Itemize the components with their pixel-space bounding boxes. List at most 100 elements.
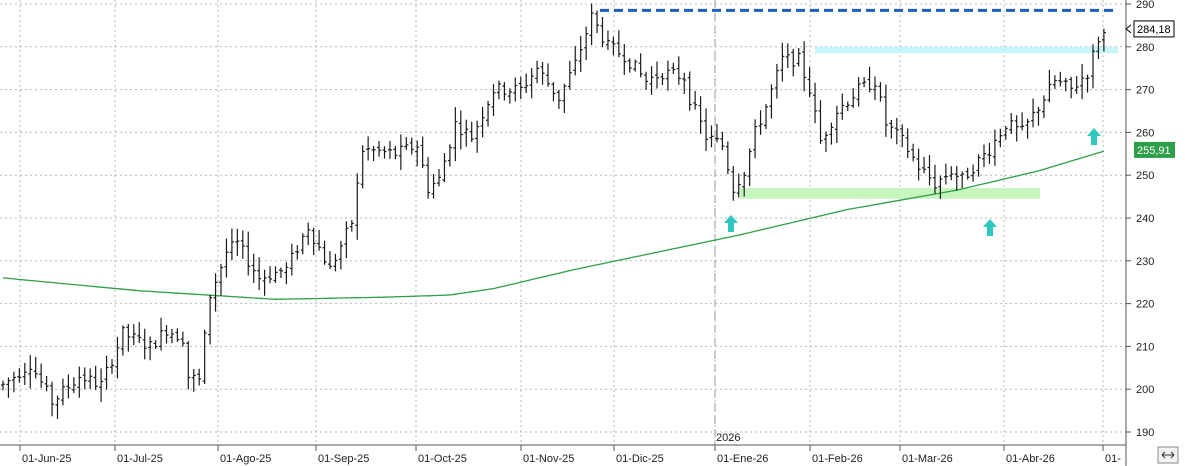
ohlc-bar xyxy=(71,377,76,394)
ohlc-bar xyxy=(943,163,948,185)
ohlc-bar xyxy=(644,71,649,90)
ohlc-bar xyxy=(987,142,992,164)
ohlc-bar xyxy=(507,88,512,104)
ohlc-bar xyxy=(932,164,937,194)
ohlc-bar xyxy=(873,76,877,101)
ohlc-bar xyxy=(802,41,807,92)
ohlc-bar xyxy=(682,72,687,94)
ohlc-bar xyxy=(998,128,1003,148)
ohlc-bar xyxy=(1025,118,1030,139)
ohlc-bar xyxy=(431,174,436,199)
ohlc-bar xyxy=(905,128,910,159)
ohlc-bar xyxy=(1036,106,1041,126)
ohlc-bar xyxy=(453,107,458,162)
ohlc-bar xyxy=(240,230,245,259)
ohlc-bar xyxy=(622,43,627,75)
ohlc-bar xyxy=(371,146,376,162)
ohlc-bar xyxy=(104,355,109,390)
ohlc-bar xyxy=(725,141,730,175)
ohlc-bar xyxy=(213,273,218,312)
ohlc-bar xyxy=(28,355,33,389)
ohlc-bar xyxy=(649,66,654,95)
y-tick-label: 220 xyxy=(1136,299,1154,311)
up-arrow-icon xyxy=(1087,128,1101,145)
ohlc-bar xyxy=(1,380,5,391)
ohlc-bar xyxy=(551,82,556,102)
ohlc-bar xyxy=(333,253,338,272)
ohlc-bar xyxy=(916,148,921,181)
ohlc-bar xyxy=(33,356,38,379)
ohlc-bar xyxy=(1014,115,1019,142)
ohlc-bar xyxy=(992,129,997,166)
ohlc-bar xyxy=(289,243,294,276)
ohlc-bar xyxy=(878,82,883,102)
ohlc-bar xyxy=(322,240,327,265)
ohlc-bar xyxy=(589,3,594,46)
ohlc-bar xyxy=(845,101,850,111)
ohlc-bar xyxy=(720,131,725,151)
ohlc-bar xyxy=(709,125,714,148)
ohlc-bar xyxy=(159,317,164,351)
ohlc-bar xyxy=(862,77,867,88)
ohlc-bar xyxy=(142,328,147,360)
ohlc-bar xyxy=(1052,75,1057,89)
ohlc-bar xyxy=(60,378,65,406)
ohlc-bar xyxy=(731,165,736,201)
ohlc-bar xyxy=(529,68,534,99)
x-tick-label: 01-Feb-26 xyxy=(812,453,863,465)
y-tick-label: 230 xyxy=(1136,256,1154,268)
ohlc-bar xyxy=(317,229,322,251)
ohlc-bar xyxy=(366,136,371,161)
y-tick-label: 210 xyxy=(1136,341,1154,353)
ohlc-bar xyxy=(246,231,251,276)
y-tick-label: 290 xyxy=(1136,0,1154,11)
x-tick-label: 01-Ene-26 xyxy=(717,453,768,465)
ohlc-bar xyxy=(377,141,382,157)
ohlc-bar xyxy=(894,117,899,145)
ohlc-bar xyxy=(393,146,398,160)
ohlc-bar xyxy=(306,222,311,246)
ohlc-bar xyxy=(344,221,349,259)
ohlc-bar xyxy=(349,220,354,232)
ohlc-bar xyxy=(426,157,431,199)
up-arrow-icon xyxy=(724,215,738,232)
ohlc-bar xyxy=(502,82,507,101)
ohlc-bar xyxy=(1069,76,1074,99)
ohlc-bar xyxy=(126,323,131,352)
ohlc-bar xyxy=(480,106,485,138)
ohlc-bar xyxy=(829,122,834,145)
ohlc-bar xyxy=(578,35,583,73)
ohlc-bars xyxy=(1,3,1106,420)
ohlc-bar xyxy=(938,175,943,199)
ma-line xyxy=(2,150,1105,300)
ohlc-bar xyxy=(611,36,616,56)
ohlc-bar xyxy=(1085,74,1090,93)
last-price-tag xyxy=(1133,20,1175,38)
axis-settings-button[interactable] xyxy=(1157,446,1179,464)
ohlc-bar xyxy=(191,368,196,392)
ohlc-bar xyxy=(796,47,801,67)
ohlc-bar xyxy=(742,171,747,197)
ohlc-bar xyxy=(627,58,632,73)
ohlc-bar xyxy=(1074,75,1079,94)
ohlc-bar xyxy=(676,56,681,85)
ohlc-bar xyxy=(1063,77,1068,92)
ohlc-bar xyxy=(883,84,888,137)
ohlc-bar xyxy=(219,263,223,296)
ohlc-bar xyxy=(164,325,169,344)
x-tick-label: 01-Ago-25 xyxy=(220,453,271,465)
ohlc-bar xyxy=(954,165,959,191)
ohlc-bar xyxy=(736,173,741,198)
ohlc-bar xyxy=(137,322,142,344)
ohlc-bar xyxy=(573,45,578,76)
ohlc-bar xyxy=(491,84,496,116)
ohlc-bar xyxy=(409,137,414,155)
ohlc-bar xyxy=(556,89,561,109)
x-tick-label: 01-Mar-26 xyxy=(902,453,953,465)
ohlc-bar xyxy=(437,168,441,187)
x-tick-label: 01-Dic-25 xyxy=(616,453,664,465)
ohlc-bar xyxy=(415,140,420,167)
support-band xyxy=(740,188,1040,199)
ohlc-bar xyxy=(50,381,55,417)
last-price-label: 284,18 xyxy=(1137,24,1171,36)
